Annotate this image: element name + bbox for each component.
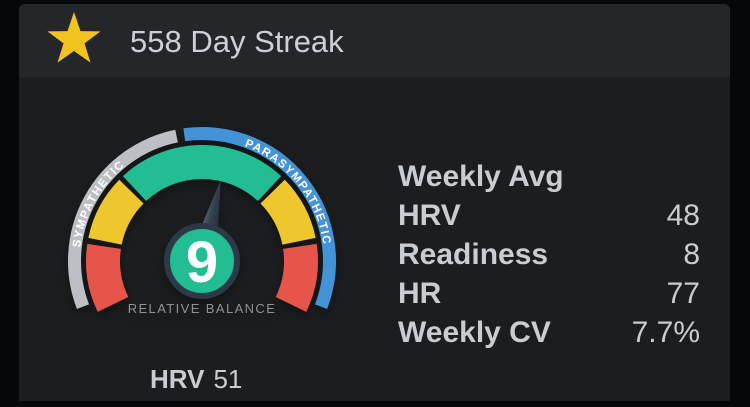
- gauge-caption: RELATIVE BALANCE: [128, 301, 277, 316]
- band-parasympathetic: [183, 127, 336, 310]
- hrv-summary-card: 558 Day Streak 9 SYMPATHETIC PAR: [19, 4, 730, 401]
- current-hrv-label: HRV: [150, 364, 205, 394]
- segment-yellow-right: [260, 179, 316, 246]
- gauge-center-circle: [164, 223, 240, 299]
- gauge-center-value: 9: [186, 230, 218, 295]
- streak-title: 558 Day Streak: [130, 24, 344, 59]
- segment-red-left: [86, 243, 129, 312]
- stat-row-hr: HR 77: [398, 274, 700, 313]
- weekly-stats-title: Weekly Avg: [398, 160, 564, 193]
- current-hrv-value: 51: [213, 364, 243, 394]
- stat-label: Weekly CV: [398, 316, 551, 349]
- stat-value: 48: [666, 199, 700, 232]
- stat-label: Readiness: [398, 238, 549, 271]
- band-sympathetic: [68, 129, 178, 310]
- stat-value: 77: [666, 277, 700, 310]
- stat-label: HRV: [398, 199, 461, 232]
- star-shape: [47, 12, 101, 63]
- stat-row-hrv: HRV 48: [398, 196, 700, 235]
- stat-label: HR: [398, 277, 442, 310]
- stat-row-readiness: Readiness 8: [398, 235, 700, 274]
- segment-teal-center: [122, 145, 282, 202]
- stat-value: 7.7%: [631, 316, 700, 349]
- star-icon: [43, 12, 105, 72]
- streak-banner[interactable]: 558 Day Streak: [19, 4, 730, 77]
- stat-value: 8: [683, 238, 700, 271]
- relative-balance-gauge-svg: 9 SYMPATHETIC PARASYMPATHETIC RELATIVE B…: [68, 127, 336, 316]
- current-hrv: HRV 51: [150, 364, 242, 395]
- segment-red-right: [275, 243, 318, 312]
- relative-balance-gauge: 9 SYMPATHETIC PARASYMPATHETIC RELATIVE B…: [19, 77, 389, 329]
- segment-yellow-left: [88, 179, 144, 246]
- weekly-stats: Weekly Avg HRV 48 Readiness 8 HR 77 Week…: [398, 157, 700, 352]
- stat-row-weekly-cv: Weekly CV 7.7%: [398, 313, 700, 352]
